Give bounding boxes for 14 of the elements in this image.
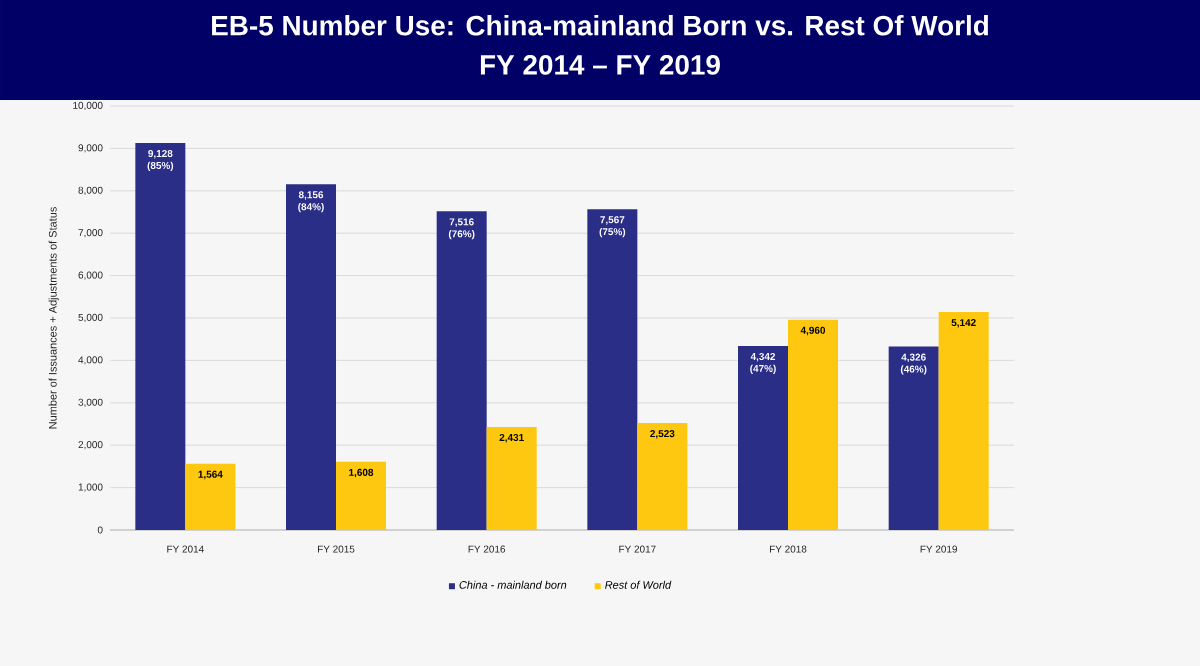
bar <box>738 345 789 530</box>
bar <box>587 209 638 530</box>
bar <box>436 211 487 530</box>
bar <box>637 423 688 530</box>
bar <box>185 463 236 530</box>
chart-title: EB-5 Number Use: China-mainland Born vs. Rest Of World <box>212 15 988 36</box>
bar <box>888 346 939 530</box>
chart-subtitle: FY 2014 – FY 2019 <box>480 55 720 75</box>
bar <box>938 311 989 530</box>
bar <box>336 461 387 530</box>
bar <box>486 426 537 530</box>
bar <box>135 142 186 530</box>
bar <box>286 184 337 530</box>
bar <box>788 319 839 530</box>
